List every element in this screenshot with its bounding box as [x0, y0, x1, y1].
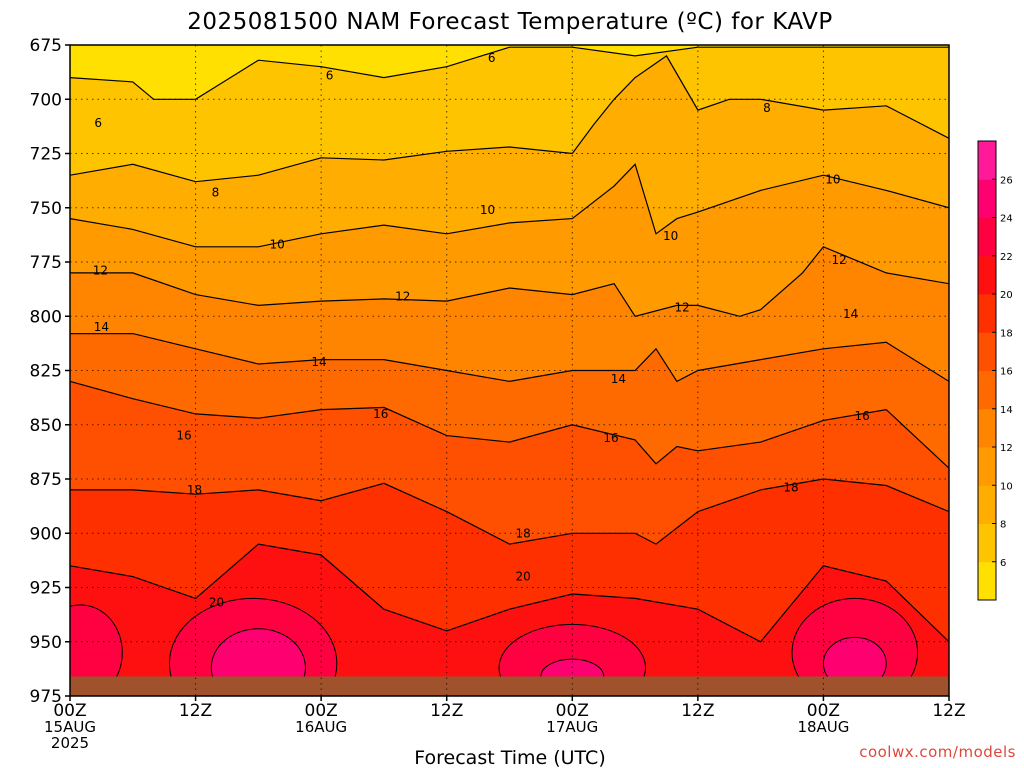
contour-label: 18: [515, 526, 530, 540]
x-tick-label-line1: 12Z: [681, 701, 714, 721]
colorbar-swatch: [978, 294, 996, 333]
contour-label: 18: [187, 483, 202, 497]
y-tick-label: 800: [30, 307, 62, 327]
contour-8: [70, 55, 949, 183]
colorbar-swatch: [978, 485, 996, 524]
contour-label: 10: [480, 203, 495, 217]
colorbar-tick-label: 14: [1000, 405, 1013, 416]
colorbar-swatch: [978, 141, 996, 180]
x-tick-label-line2: 18AUG: [797, 718, 849, 736]
contour-label: 8: [763, 101, 771, 115]
contour-lines: [70, 46, 949, 643]
colorbar-tick-label: 22: [1000, 252, 1013, 263]
contour-label: 14: [311, 355, 326, 369]
contour-label: 20: [515, 570, 530, 584]
y-tick-label: 975: [30, 687, 62, 707]
colorbar-swatch: [978, 217, 996, 257]
colorbar-tick-label: 18: [1000, 328, 1013, 339]
contour-label: 10: [825, 173, 840, 187]
colorbar-swatch: [978, 561, 996, 601]
contour-label: 12: [675, 301, 690, 315]
colorbar-swatch: [978, 179, 996, 218]
contour-label: 16: [373, 407, 388, 421]
contour-label: 6: [326, 68, 334, 82]
contour-16: [70, 380, 949, 469]
y-tick-label: 675: [30, 36, 62, 56]
y-tick-label: 850: [30, 416, 62, 436]
y-tick-label: 950: [30, 633, 62, 653]
contour-label: 12: [395, 290, 410, 304]
y-tick-label: 750: [30, 199, 62, 219]
ground-layer: [70, 676, 949, 696]
y-axis: 675 700 725 750 775 800 825 850 875 900 925 950 975: [30, 36, 70, 707]
colorbar: 6 8 10 12 14 16 18 20 22 24 26: [977, 140, 1013, 601]
colorbar-tick-label: 10: [1000, 481, 1013, 492]
y-tick-label: 825: [30, 362, 62, 382]
contour-label: 10: [270, 238, 285, 252]
colorbar-tick-label: 12: [1000, 443, 1013, 454]
colorbar-swatch: [978, 447, 996, 486]
credit-text: coolwx.com/models: [859, 743, 1016, 761]
y-tick-label: 900: [30, 524, 62, 544]
contour-label: 16: [855, 409, 870, 423]
contour-label: 12: [831, 253, 846, 267]
x-tick-label-line1: 00Z: [807, 701, 840, 721]
contour-label: 14: [94, 320, 109, 334]
y-tick-label: 875: [30, 470, 62, 490]
x-tick-label-line2: 16AUG: [295, 718, 347, 736]
colorbar-swatch: [978, 408, 996, 448]
contour-10: [70, 163, 949, 248]
temperature-bands: [70, 45, 949, 696]
warm-pocket-1: [70, 604, 123, 696]
contour-20: [70, 543, 949, 643]
x-tick-label-line2: 15AUG: [44, 718, 96, 736]
contour-6: [70, 46, 949, 100]
contour-labels: 6 6 6 8 8 10 10 10 10 12 12 12 12 14 14 14 14 16 16 16 16 18 1…: [93, 51, 870, 610]
contour-label: 20: [209, 596, 224, 610]
contour-label: 14: [843, 307, 858, 321]
y-tick-label: 925: [30, 579, 62, 599]
ground-surface: [70, 676, 949, 696]
contour-18: [70, 478, 949, 545]
x-tick-label-line1: 12Z: [932, 701, 965, 721]
x-axis-title: Forecast Time (UTC): [414, 747, 605, 768]
contour-label: 16: [603, 431, 618, 445]
x-tick-label-line1: 12Z: [179, 701, 212, 721]
x-tick-label-line2: 17AUG: [546, 718, 598, 736]
y-tick-label: 725: [30, 145, 62, 165]
colorbar-swatch: [978, 332, 996, 371]
x-tick-label-line1: 00Z: [556, 701, 589, 721]
colorbar-tick-label: 6: [1000, 558, 1006, 569]
colorbar-swatch: [978, 255, 996, 295]
contour-12: [70, 246, 949, 317]
colorbar-tick-label: 26: [1000, 175, 1013, 186]
colorbar-tick-label: 24: [1000, 214, 1013, 225]
colorbar-tick-label: 20: [1000, 290, 1013, 301]
y-tick-label: 700: [30, 90, 62, 110]
x-tick-label-line1: 00Z: [53, 701, 86, 721]
contour-label: 16: [176, 429, 191, 443]
contour-label: 12: [93, 264, 108, 278]
colorbar-swatch: [978, 523, 996, 563]
colorbar-tick-label: 16: [1000, 367, 1013, 378]
contour-label: 6: [488, 51, 496, 65]
colorbar-swatch: [978, 370, 996, 410]
x-tick-label-line1: 12Z: [430, 701, 463, 721]
y-tick-label: 775: [30, 253, 62, 273]
contour-14: [70, 333, 949, 383]
contour-label: 10: [663, 229, 678, 243]
x-tick-label-line1: 00Z: [305, 701, 338, 721]
colorbar-tick-label: 8: [1000, 520, 1006, 531]
contour-label: 8: [212, 186, 220, 200]
x-tick-label-line3: 2025: [51, 734, 89, 752]
contour-label: 14: [611, 372, 626, 386]
chart-title: 2025081500 NAM Forecast Temperature (ºC)…: [187, 9, 833, 35]
contour-label: 18: [783, 481, 798, 495]
contour-label: 6: [94, 116, 102, 130]
